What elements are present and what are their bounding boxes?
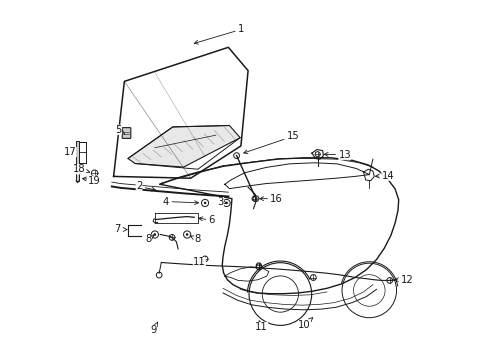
Text: 4: 4: [163, 197, 198, 207]
Text: 11: 11: [193, 257, 205, 267]
Polygon shape: [76, 140, 79, 181]
Polygon shape: [128, 126, 240, 167]
Text: 7: 7: [114, 225, 121, 234]
Text: 11: 11: [255, 321, 267, 332]
Circle shape: [225, 202, 227, 204]
Text: 17: 17: [64, 147, 77, 157]
Text: 18: 18: [73, 164, 89, 174]
Text: 16: 16: [259, 194, 283, 204]
Text: 2: 2: [136, 181, 155, 192]
Text: 13: 13: [324, 150, 350, 160]
Text: 10: 10: [298, 318, 312, 330]
Text: 9: 9: [150, 322, 157, 335]
Circle shape: [153, 233, 156, 235]
Text: 5: 5: [115, 125, 124, 135]
Text: 15: 15: [243, 131, 299, 154]
Text: 14: 14: [375, 171, 393, 181]
Circle shape: [185, 233, 188, 235]
Text: 3: 3: [217, 197, 226, 207]
Text: 19: 19: [87, 176, 100, 186]
Text: 8: 8: [190, 234, 200, 244]
Text: 6: 6: [198, 215, 215, 225]
Text: 8: 8: [145, 234, 154, 244]
Text: 12: 12: [394, 275, 412, 285]
Circle shape: [203, 202, 206, 204]
Text: 1: 1: [194, 24, 244, 44]
FancyBboxPatch shape: [122, 128, 131, 138]
